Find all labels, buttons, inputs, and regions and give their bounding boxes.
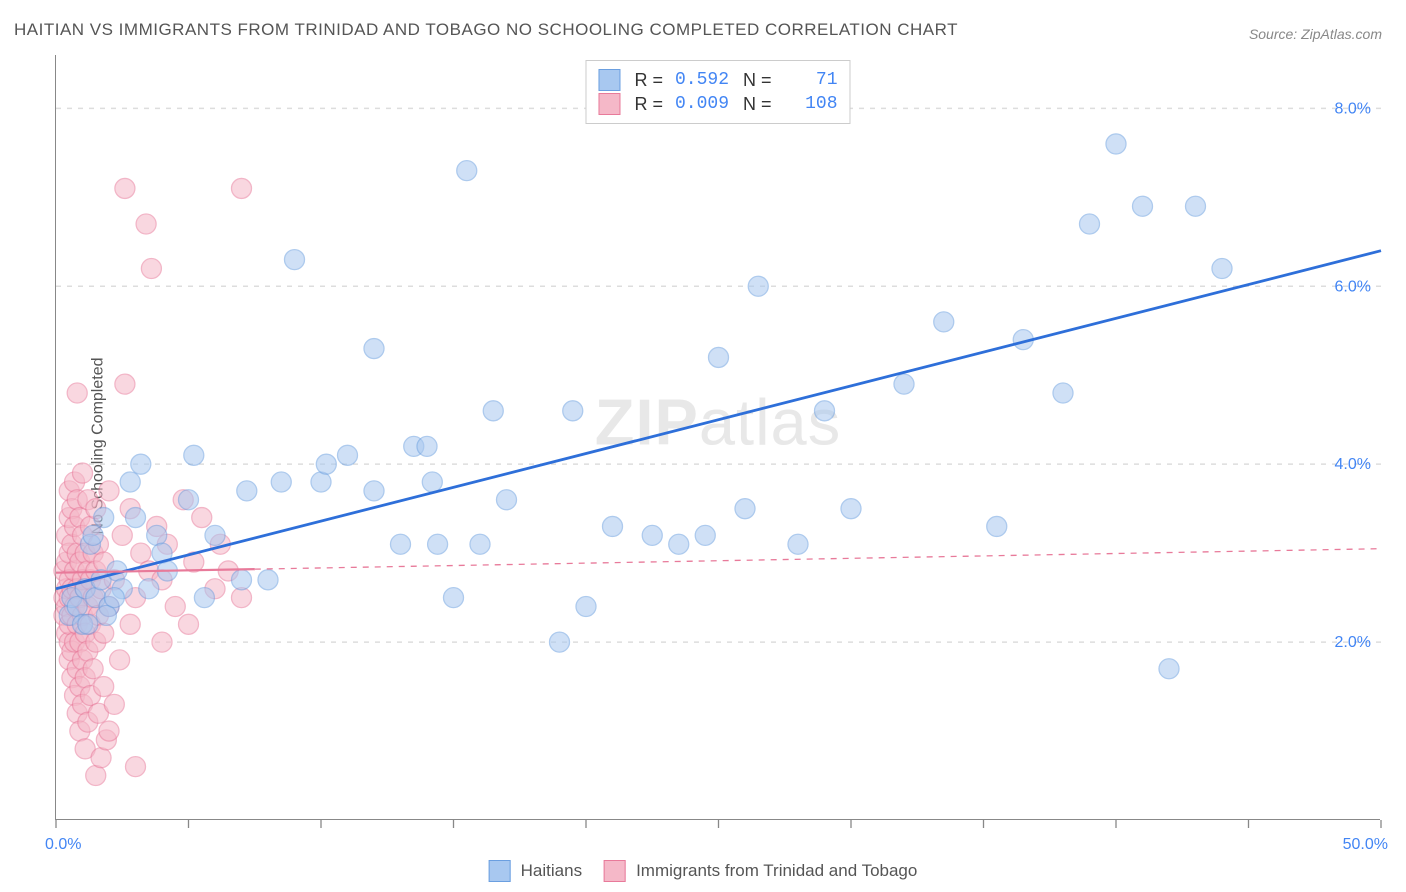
legend-swatch-2 [604, 860, 626, 882]
legend-row: R = 0.592 N = 71 [598, 69, 837, 91]
chart-plot-area: ZIPatlas 2.0%4.0%6.0%8.0% R = 0.592 N = … [55, 55, 1380, 820]
legend-label-2: Immigrants from Trinidad and Tobago [636, 861, 917, 881]
x-tick-label-max: 50.0% [1343, 836, 1388, 854]
n-label: N = [743, 94, 772, 115]
r-label: R = [634, 94, 663, 115]
correlation-legend: R = 0.592 N = 71 R = 0.009 N = 108 [585, 60, 850, 124]
r-value: 0.009 [671, 94, 729, 114]
svg-text:4.0%: 4.0% [1335, 456, 1371, 473]
legend-label-1: Haitians [521, 861, 582, 881]
legend-swatch [598, 93, 620, 115]
scatter-svg: 2.0% 4.0% 6.0% 8.0% [56, 55, 1380, 819]
r-value: 0.592 [671, 70, 729, 90]
svg-text:2.0%: 2.0% [1335, 634, 1371, 651]
n-value: 108 [780, 94, 838, 114]
source-credit: Source: ZipAtlas.com [1249, 26, 1382, 42]
legend-row: R = 0.009 N = 108 [598, 93, 837, 115]
legend-swatch-1 [489, 860, 511, 882]
r-label: R = [634, 70, 663, 91]
legend-swatch [598, 69, 620, 91]
chart-title: HAITIAN VS IMMIGRANTS FROM TRINIDAD AND … [14, 20, 958, 40]
series-legend: Haitians Immigrants from Trinidad and To… [489, 860, 918, 882]
n-value: 71 [780, 70, 838, 90]
source-prefix: Source: [1249, 26, 1301, 42]
source-name: ZipAtlas.com [1301, 26, 1382, 42]
svg-text:6.0%: 6.0% [1335, 278, 1371, 295]
x-tick-label-min: 0.0% [45, 836, 81, 854]
svg-text:8.0%: 8.0% [1335, 100, 1371, 117]
n-label: N = [743, 70, 772, 91]
